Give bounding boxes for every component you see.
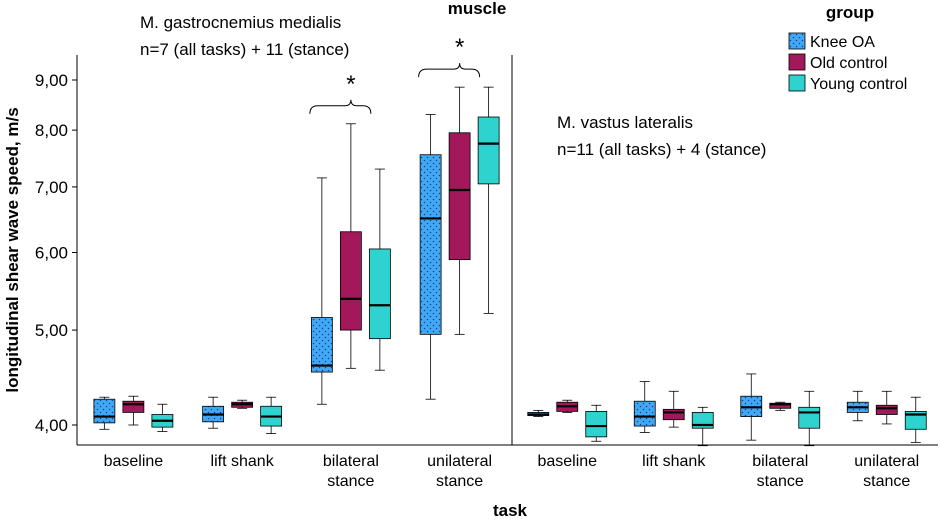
significance-bracket: [309, 99, 372, 114]
category-label: baseline: [104, 453, 164, 470]
box-old-control: [662, 390, 685, 428]
category-labels: baseline lift shank bilateral stance unilate…: [104, 453, 920, 490]
category-label: unilateral: [854, 453, 919, 470]
legend-title: group: [826, 3, 874, 22]
box-iqr: [368, 248, 391, 340]
box-young-control: [368, 168, 391, 371]
box-knee-oa: [846, 390, 869, 422]
box-knee-oa: [419, 114, 442, 400]
box-iqr: [310, 317, 333, 373]
category-label: stance: [436, 473, 483, 490]
box-young-control: [904, 396, 927, 443]
legend-swatch-old-control: [788, 53, 806, 71]
box-old-control: [875, 390, 898, 425]
panel-2-title-line-1: M. vastus lateralis: [557, 113, 693, 132]
box-iqr: [93, 398, 116, 424]
category-label: unilateral: [427, 453, 492, 470]
box-iqr: [448, 132, 471, 261]
y-tick-label: 6,00: [35, 244, 68, 263]
y-tick-label: 8,00: [35, 121, 68, 140]
category-label: bilateral: [323, 453, 379, 470]
box-young-control: [477, 86, 500, 314]
y-tick-label: 9,00: [35, 71, 68, 90]
category-label: stance: [757, 473, 804, 490]
box-old-control: [448, 86, 471, 335]
category-label: stance: [863, 473, 910, 490]
box-iqr: [875, 404, 898, 415]
box-young-control: [585, 404, 608, 442]
box-iqr: [798, 406, 821, 429]
legend-label-young-control: Young control: [810, 76, 907, 93]
box-knee-oa: [633, 381, 656, 433]
panel-1-title-line-1: M. gastrocnemius medialis: [140, 13, 341, 32]
significance-star: *: [455, 34, 464, 61]
box-young-control: [260, 396, 283, 434]
panel-2-title-line-2: n=11 (all tasks) + 4 (stance): [557, 140, 766, 159]
box-young-control: [151, 403, 174, 432]
y-axis-ticks: 4,00 5,00 6,00 7,00 8,00 9,00: [35, 71, 77, 435]
category-label: stance: [327, 473, 374, 490]
category-label: baseline: [537, 453, 597, 470]
box-iqr: [633, 400, 656, 427]
box-old-control: [769, 401, 792, 411]
y-tick-label: 4,00: [35, 416, 68, 435]
box-old-control: [556, 399, 579, 413]
significance-bracket: [418, 63, 481, 78]
legend-label-old-control: Old control: [810, 55, 887, 72]
box-iqr: [477, 116, 500, 185]
box-old-control: [122, 395, 145, 426]
box-iqr: [339, 231, 362, 331]
legend: group Knee OA Old control Young control: [788, 3, 907, 93]
box-iqr: [904, 410, 927, 430]
box-iqr: [662, 408, 685, 421]
box-iqr: [122, 400, 145, 413]
box-knee-oa: [93, 396, 116, 430]
legend-swatch-young-control: [788, 74, 806, 92]
box-plots: [93, 86, 927, 447]
box-knee-oa: [202, 396, 225, 429]
y-tick-label: 5,00: [35, 321, 68, 340]
legend-swatch-knee-oa: [788, 32, 806, 50]
box-young-control: [691, 406, 714, 447]
box-iqr: [419, 154, 442, 335]
box-knee-oa: [527, 409, 550, 417]
box-old-control: [339, 123, 362, 369]
significance-star: *: [346, 71, 355, 98]
y-axis-label: longitudinal shear wave speed, m/s: [3, 107, 22, 392]
box-young-control: [798, 390, 821, 447]
x-axis-label: task: [493, 501, 528, 520]
box-knee-oa: [740, 373, 763, 441]
legend-label-knee-oa: Knee OA: [810, 34, 875, 51]
panel-header: muscle: [448, 0, 507, 18]
box-iqr: [585, 410, 608, 438]
category-label: bilateral: [752, 453, 808, 470]
category-label: lift shank: [211, 453, 275, 470]
category-label: lift shank: [642, 453, 706, 470]
panel-1-title-line-2: n=7 (all tasks) + 11 (stance): [140, 40, 349, 59]
box-old-control: [231, 399, 254, 409]
box-knee-oa: [310, 177, 333, 405]
y-tick-label: 7,00: [35, 178, 68, 197]
